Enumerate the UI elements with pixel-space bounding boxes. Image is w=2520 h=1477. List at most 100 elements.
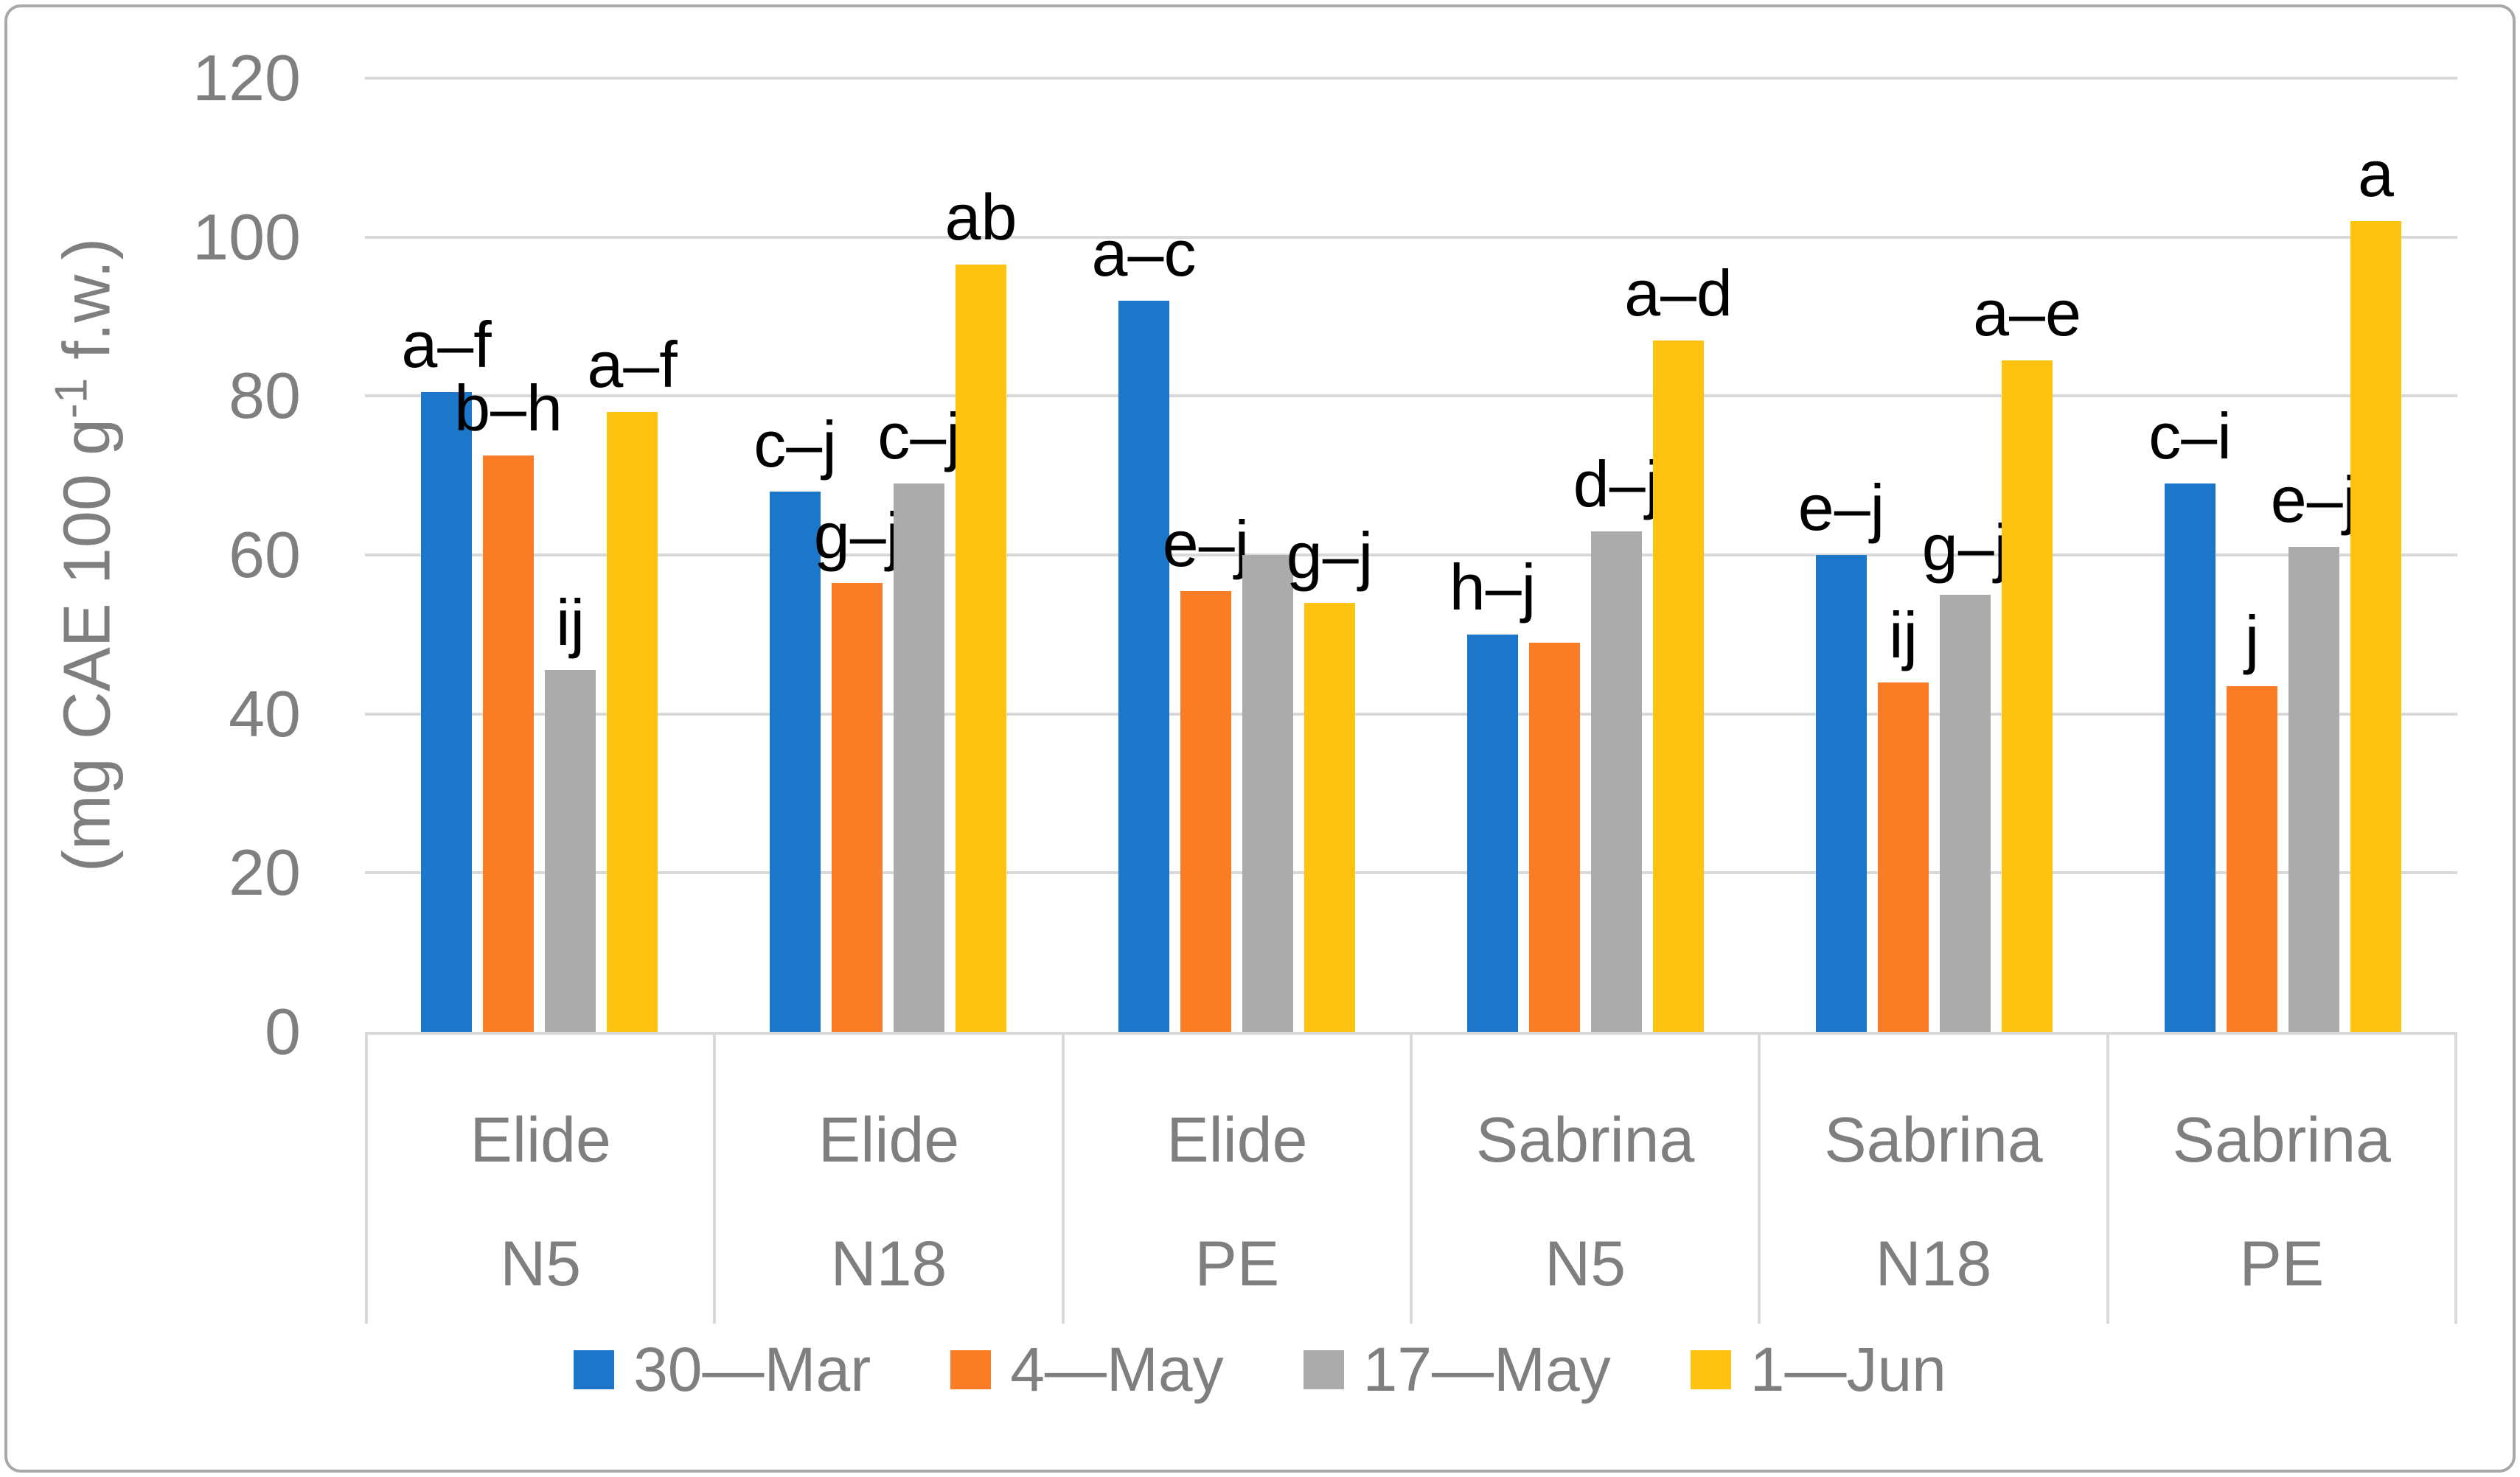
legend-label: 17—May xyxy=(1362,1335,1611,1404)
legend: 30—Mar 4—May 17—May 1—Jun xyxy=(0,1333,2520,1406)
legend-item-1-jun: 1—Jun xyxy=(1690,1335,1946,1404)
significance-label: a–e xyxy=(1973,276,2081,349)
significance-label: g–j xyxy=(1921,511,2009,584)
category-axis-table: Elide N5 Elide N18 Elide PE Sabrina N5 Sabrina N1… xyxy=(365,1032,2457,1324)
y-tick-label-0: 0 xyxy=(265,995,301,1068)
category-treatment-label: N18 xyxy=(1875,1229,1992,1299)
category-variety-label: Elide xyxy=(470,1105,611,1176)
bar-4-may: ij xyxy=(1878,603,1929,1032)
significance-label: d–j xyxy=(1573,447,1660,520)
bar-17-may xyxy=(1242,555,1293,1032)
legend-swatch xyxy=(574,1349,615,1389)
significance-label: e–j xyxy=(1797,471,1885,544)
significance-label: g–j xyxy=(813,499,901,572)
bar-group-elide-pe: a–c e–j g–j xyxy=(1062,78,1411,1032)
significance-label: c–i xyxy=(2148,399,2232,472)
category-treatment-label: N5 xyxy=(1545,1229,1626,1299)
y-tick-label-20: 20 xyxy=(229,836,301,909)
bar-17-may: d–j xyxy=(1573,452,1660,1032)
category-treatment-label: N18 xyxy=(830,1229,947,1299)
legend-item-17-may: 17—May xyxy=(1303,1338,1611,1400)
gridline-100 xyxy=(365,235,2457,239)
bar-1-jun: a–d xyxy=(1624,261,1733,1032)
bar-group-elide-n18: c–j g–j c–j ab xyxy=(714,78,1062,1032)
significance-label: a–f xyxy=(587,328,678,401)
bar-4-may: b–h xyxy=(454,376,563,1032)
category-cell-elide-n18: Elide N18 xyxy=(713,1035,1061,1324)
bar-30-mar: a–f xyxy=(401,312,492,1032)
legend-item-4-may: 4—May xyxy=(950,1335,1224,1404)
bar-30-mar: h–j xyxy=(1449,555,1536,1032)
y-axis-tick-labels: 0 20 40 60 80 100 120 xyxy=(0,46,332,1064)
significance-label: b–h xyxy=(454,371,563,444)
significance-label: g–j xyxy=(1286,519,1374,592)
gridline-20 xyxy=(365,871,2457,875)
significance-label: a–f xyxy=(401,308,492,381)
bar-30-mar: e–j xyxy=(1798,475,1884,1032)
bar-4-may xyxy=(1529,643,1580,1032)
bar-1-jun: a–f xyxy=(587,332,678,1032)
bar-17-may: c–j xyxy=(877,404,961,1032)
category-treatment-label: PE xyxy=(2239,1229,2325,1299)
significance-label: ij xyxy=(1888,598,1918,671)
significance-label: e–j xyxy=(2270,463,2358,536)
y-tick-label-40: 40 xyxy=(229,677,301,750)
significance-label: ab xyxy=(944,181,1017,254)
category-variety-label: Sabrina xyxy=(2172,1105,2392,1176)
significance-label: a–d xyxy=(1624,256,1733,329)
bar-17-may: ij xyxy=(545,590,596,1032)
bar-group-sabrina-n18: e–j ij g–j a–e xyxy=(1760,78,2109,1032)
bar-group-elide-n5: a–f b–h ij a–f xyxy=(365,78,714,1032)
category-cell-sabrina-n5: Sabrina N5 xyxy=(1409,1035,1758,1324)
category-variety-label: Sabrina xyxy=(1475,1105,1695,1176)
significance-label: ij xyxy=(555,586,585,659)
category-variety-label: Elide xyxy=(818,1105,960,1176)
bar-17-may: e–j xyxy=(2271,467,2357,1032)
legend-item-30-mar: 30—Mar xyxy=(574,1338,871,1400)
bar-1-jun: a–e xyxy=(1973,281,2081,1032)
bar-groups: a–f b–h ij a–f c–j g–j c–j ab a–c e–j g–j h–j d–j a–d… xyxy=(365,78,2457,1032)
category-cell-elide-n5: Elide N5 xyxy=(365,1035,713,1324)
gridline-60 xyxy=(365,554,2457,556)
bar-4-may: e–j xyxy=(1163,511,1249,1032)
legend-label: 30—Mar xyxy=(633,1335,871,1404)
bar-30-mar: c–j xyxy=(753,412,837,1032)
bar-4-may: g–j xyxy=(814,503,900,1032)
plot-area: a–f b–h ij a–f c–j g–j c–j ab a–c e–j g–j h–j d–j a–d… xyxy=(365,77,2457,1032)
legend-label: 1—Jun xyxy=(1750,1335,1946,1404)
category-cell-sabrina-n18: Sabrina N18 xyxy=(1758,1035,2106,1324)
category-treatment-label: PE xyxy=(1194,1229,1280,1299)
legend-swatch xyxy=(1303,1349,1344,1389)
significance-label: a xyxy=(2358,137,2394,210)
category-treatment-label: N5 xyxy=(500,1229,582,1299)
significance-label: j xyxy=(2244,602,2260,675)
y-tick-label-60: 60 xyxy=(229,518,301,591)
bar-30-mar: a–c xyxy=(1092,221,1196,1032)
significance-label: h–j xyxy=(1449,551,1536,624)
legend-swatch xyxy=(1690,1349,1731,1389)
bar-1-jun: g–j xyxy=(1287,523,1373,1032)
significance-label: c–j xyxy=(753,408,837,481)
y-tick-label-120: 120 xyxy=(192,41,301,114)
y-tick-label-100: 100 xyxy=(192,200,301,273)
bar-4-may: j xyxy=(2227,607,2277,1032)
legend-label: 4—May xyxy=(1010,1335,1224,1404)
y-tick-label-80: 80 xyxy=(229,359,301,433)
bar-1-jun: a xyxy=(2350,142,2401,1032)
category-cell-sabrina-pe: Sabrina PE xyxy=(2106,1035,2457,1324)
significance-label: a–c xyxy=(1091,217,1197,290)
category-variety-label: Sabrina xyxy=(1824,1105,2043,1176)
gridline-80 xyxy=(365,394,2457,398)
significance-label: c–j xyxy=(877,399,961,472)
bar-group-sabrina-n5: h–j d–j a–d xyxy=(1411,78,1760,1032)
bar-1-jun: ab xyxy=(945,185,1017,1032)
gridline-40 xyxy=(365,712,2457,716)
category-cell-elide-pe: Elide PE xyxy=(1061,1035,1410,1324)
bar-group-sabrina-pe: c–i j e–j a xyxy=(2109,78,2457,1032)
gridline-120 xyxy=(365,77,2457,80)
bar-17-may: g–j xyxy=(1922,515,2008,1032)
category-variety-label: Elide xyxy=(1166,1105,1308,1176)
significance-label: e–j xyxy=(1162,507,1250,580)
bar-30-mar: c–i xyxy=(2148,404,2232,1032)
